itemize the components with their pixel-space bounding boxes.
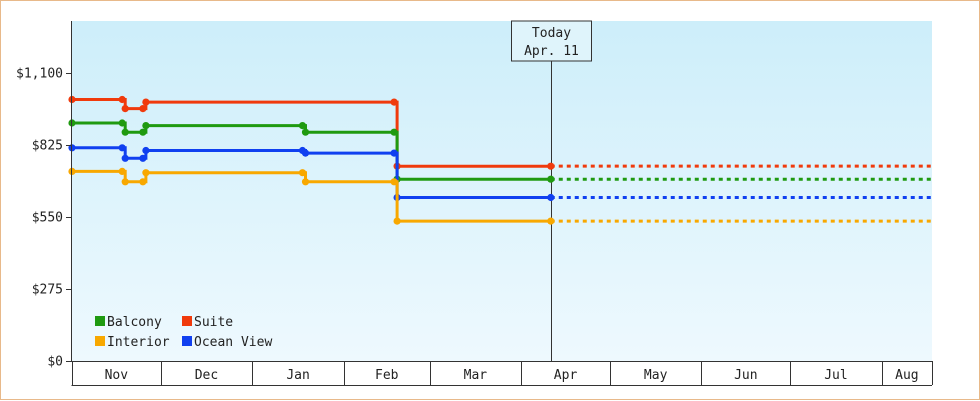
- data-point[interactable]: [142, 169, 150, 177]
- legend-label: Balcony: [107, 315, 162, 330]
- data-point[interactable]: [547, 217, 555, 225]
- y-tick-label: $1,100: [16, 67, 63, 82]
- data-point[interactable]: [298, 122, 307, 130]
- data-point[interactable]: [547, 193, 555, 202]
- data-point[interactable]: [118, 144, 126, 152]
- data-point[interactable]: [139, 128, 147, 136]
- data-point[interactable]: [390, 178, 398, 186]
- data-point[interactable]: [301, 149, 310, 157]
- plot-background: [72, 21, 932, 361]
- y-tick-label: $0: [47, 355, 63, 370]
- data-point[interactable]: [390, 128, 398, 136]
- data-point[interactable]: [142, 98, 150, 106]
- data-point[interactable]: [121, 128, 129, 136]
- legend-swatch: [95, 316, 105, 326]
- data-point[interactable]: [393, 217, 401, 225]
- x-month-label: Jul: [824, 368, 847, 383]
- legend-item-balcony[interactable]: Balcony: [95, 315, 162, 330]
- data-point[interactable]: [547, 162, 555, 170]
- data-point[interactable]: [547, 175, 555, 183]
- legend-label: Ocean View: [194, 335, 272, 350]
- data-point[interactable]: [139, 178, 147, 186]
- y-tick-label: $825: [32, 139, 63, 154]
- legend-item-ocean-view[interactable]: Ocean View: [182, 335, 272, 350]
- x-month-label: Mar: [464, 368, 488, 383]
- data-point[interactable]: [298, 169, 307, 177]
- data-point[interactable]: [301, 178, 310, 186]
- legend-label: Suite: [194, 315, 233, 330]
- data-point[interactable]: [390, 98, 398, 106]
- legend-swatch: [182, 316, 192, 326]
- y-tick-label: $550: [32, 211, 63, 226]
- data-point[interactable]: [121, 154, 129, 162]
- y-tick-label: $275: [32, 283, 63, 298]
- x-month-label: Jun: [734, 368, 757, 383]
- data-point[interactable]: [139, 154, 147, 162]
- data-point[interactable]: [118, 119, 126, 127]
- legend-swatch: [95, 336, 105, 346]
- x-month-label: Dec: [195, 368, 218, 383]
- legend-item-interior[interactable]: Interior: [95, 335, 170, 350]
- x-month-label: Aug: [895, 368, 918, 383]
- data-point[interactable]: [142, 146, 150, 155]
- x-month-label: Jan: [286, 368, 309, 383]
- legend-label: Interior: [107, 335, 170, 350]
- data-point[interactable]: [390, 149, 398, 157]
- x-month-label: Nov: [105, 368, 129, 383]
- x-month-label: Apr: [554, 368, 578, 383]
- data-point[interactable]: [121, 178, 129, 186]
- data-point[interactable]: [118, 95, 126, 104]
- legend-swatch: [182, 336, 192, 346]
- data-point[interactable]: [301, 128, 310, 136]
- today-callout: [511, 20, 592, 62]
- today-label: Today: [532, 26, 571, 41]
- data-point[interactable]: [142, 122, 150, 130]
- x-month-label: Feb: [375, 368, 399, 383]
- x-month-label: May: [644, 368, 668, 383]
- data-point[interactable]: [118, 167, 126, 175]
- legend-item-suite[interactable]: Suite: [182, 315, 233, 330]
- today-date-label: Apr. 11: [524, 44, 579, 59]
- data-point[interactable]: [121, 105, 129, 113]
- data-point[interactable]: [139, 105, 147, 113]
- series-balcony: [68, 119, 932, 183]
- series-suite: [68, 95, 932, 170]
